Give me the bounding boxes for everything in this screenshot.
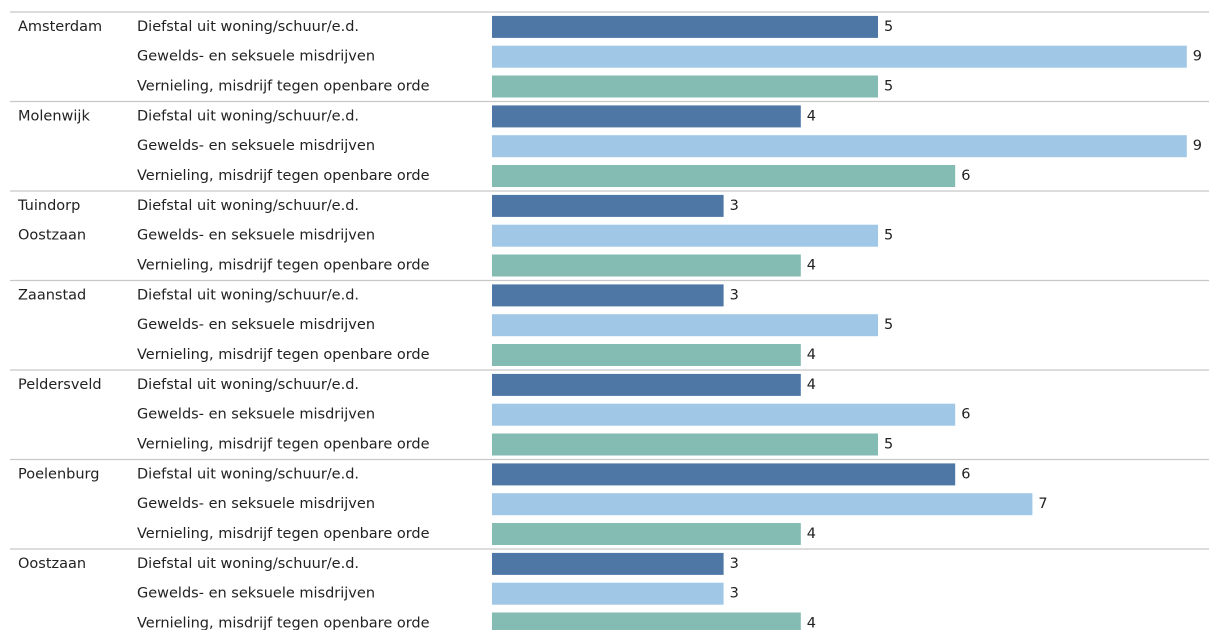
- category-label: Diefstal uit woning/schuur/e.d.: [137, 108, 359, 124]
- category-label: Diefstal uit woning/schuur/e.d.: [137, 556, 359, 572]
- value-label: 5: [884, 19, 893, 35]
- category-label: Vernieling, misdrijf tegen openbare orde: [137, 168, 430, 184]
- value-label: 3: [730, 287, 739, 303]
- bar: [492, 194, 724, 217]
- category-label: Gewelds- en seksuele misdrijven: [137, 407, 375, 423]
- category-label: Gewelds- en seksuele misdrijven: [137, 49, 375, 65]
- category-label: Gewelds- en seksuele misdrijven: [137, 496, 375, 512]
- category-label: Diefstal uit woning/schuur/e.d.: [137, 287, 359, 303]
- bar: [492, 582, 724, 605]
- category-label: Vernieling, misdrijf tegen openbare orde: [137, 258, 430, 274]
- value-label: 4: [807, 526, 816, 542]
- bar: [492, 552, 724, 575]
- bar: [492, 493, 1033, 516]
- category-label: Gewelds- en seksuele misdrijven: [137, 586, 375, 602]
- value-label: 6: [961, 407, 970, 423]
- bar: [492, 165, 956, 187]
- group-label: Amsterdam: [18, 19, 102, 35]
- bar: [492, 463, 956, 486]
- category-label: Gewelds- en seksuele misdrijven: [137, 228, 375, 244]
- value-label: 5: [884, 317, 893, 333]
- category-label: Diefstal uit woning/schuur/e.d.: [137, 377, 359, 393]
- bar: [492, 344, 801, 366]
- value-label: 3: [730, 198, 739, 214]
- value-label: 5: [884, 228, 893, 244]
- bar: [492, 612, 801, 630]
- value-label: 5: [884, 79, 893, 95]
- group-label: Peldersveld: [18, 377, 102, 393]
- value-label: 3: [730, 556, 739, 572]
- category-label: Diefstal uit woning/schuur/e.d.: [137, 19, 359, 35]
- value-label: 7: [1038, 496, 1047, 512]
- value-label: 4: [807, 258, 816, 274]
- bar: [492, 105, 801, 128]
- value-label: 9: [1193, 49, 1202, 65]
- value-label: 4: [807, 108, 816, 124]
- bar: [492, 224, 878, 247]
- bar: [492, 523, 801, 545]
- category-label: Vernieling, misdrijf tegen openbare orde: [137, 437, 430, 453]
- category-label: Gewelds- en seksuele misdrijven: [137, 317, 375, 333]
- group-label: Zaanstad: [18, 287, 86, 303]
- value-label: 3: [730, 586, 739, 602]
- value-label: 9: [1193, 138, 1202, 154]
- category-label: Vernieling, misdrijf tegen openbare orde: [137, 347, 430, 363]
- bar: [492, 135, 1187, 158]
- value-label: 4: [807, 616, 816, 630]
- bar: [492, 45, 1187, 68]
- group-label: Oostzaan: [18, 556, 86, 572]
- group-label: Tuindorp: [17, 198, 80, 214]
- group-label: Oostzaan: [18, 228, 86, 244]
- category-label: Vernieling, misdrijf tegen openbare orde: [137, 526, 430, 542]
- bar: [492, 314, 878, 337]
- group-label: Molenwijk: [18, 108, 90, 124]
- bar: [492, 403, 956, 426]
- bar: [492, 15, 878, 38]
- value-label: 6: [961, 466, 970, 482]
- bar: [492, 373, 801, 396]
- value-label: 5: [884, 437, 893, 453]
- category-label: Gewelds- en seksuele misdrijven: [137, 138, 375, 154]
- value-label: 4: [807, 377, 816, 393]
- bar: [492, 284, 724, 307]
- value-label: 6: [961, 168, 970, 184]
- bar: [492, 254, 801, 277]
- category-label: Diefstal uit woning/schuur/e.d.: [137, 198, 359, 214]
- value-label: 4: [807, 347, 816, 363]
- bar: [492, 433, 878, 456]
- category-label: Vernieling, misdrijf tegen openbare orde: [137, 616, 430, 630]
- category-label: Diefstal uit woning/schuur/e.d.: [137, 466, 359, 482]
- category-label: Vernieling, misdrijf tegen openbare orde: [137, 79, 430, 95]
- group-label: Poelenburg: [18, 466, 99, 482]
- bar: [492, 75, 878, 98]
